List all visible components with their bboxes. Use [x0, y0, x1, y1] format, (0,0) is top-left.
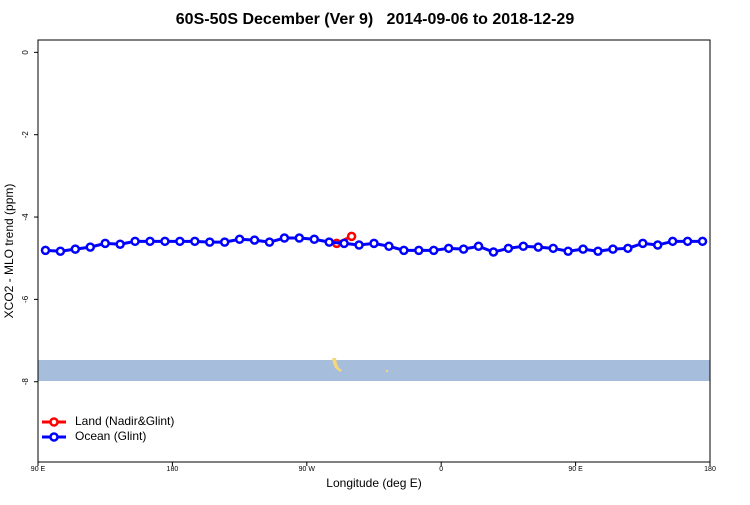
plot-frame: [37, 39, 711, 463]
data-point: [682, 236, 693, 247]
y-tick-label: -8: [21, 378, 30, 386]
data-point: [503, 243, 514, 254]
x-axis-label: Longitude (deg E): [326, 476, 421, 490]
data-point: [354, 240, 364, 250]
data-point: [145, 236, 155, 247]
map-strip: [38, 360, 710, 381]
x-tick-label: 90 W: [299, 466, 316, 473]
data-point: [533, 242, 544, 252]
data-point: [234, 234, 245, 245]
data-point: [384, 241, 394, 252]
land-patch: [386, 370, 388, 372]
data-point: [249, 235, 260, 245]
data-point: [638, 238, 648, 249]
data-point: [175, 236, 185, 247]
data-point: [667, 236, 678, 247]
data-point: [339, 238, 349, 249]
y-tick-label: -6: [21, 295, 30, 303]
data-point: [204, 237, 215, 247]
data-point: [100, 238, 110, 249]
y-tick-label: -2: [21, 131, 30, 139]
data-point: [473, 241, 484, 252]
data-point: [264, 237, 275, 247]
y-tick-label: 0: [21, 50, 30, 55]
data-point: [608, 244, 618, 254]
x-tick-label: 180: [167, 466, 179, 473]
data-point: [652, 240, 663, 250]
data-point: [593, 246, 603, 256]
data-point: [428, 245, 439, 256]
data-point: [623, 243, 633, 254]
data-point: [55, 246, 66, 256]
data-point: [160, 236, 170, 247]
data-point: [309, 234, 320, 245]
x-tick-label: 0: [439, 466, 443, 473]
chart-title: 60S-50S December (Ver 9) 2014-09-06 to 2…: [176, 11, 575, 28]
legend-marker: [49, 432, 59, 442]
data-point: [518, 241, 529, 252]
data-point: [40, 245, 51, 256]
data-point: [219, 237, 230, 247]
data-point: [294, 233, 305, 243]
data-point: [458, 244, 469, 254]
data-point: [190, 236, 200, 247]
data-point: [399, 245, 409, 256]
data-point: [85, 242, 96, 252]
data-point: [697, 236, 708, 247]
data-point: [130, 236, 140, 247]
data-point: [414, 245, 424, 256]
legend-label: Land (Nadir&Glint): [75, 414, 174, 428]
data-point: [115, 239, 125, 249]
data-point: [279, 233, 290, 243]
data-point: [563, 246, 573, 256]
x-tick-label: 90 E: [568, 466, 583, 473]
data-point: [548, 243, 558, 254]
data-point: [488, 247, 499, 257]
data-point: [369, 238, 379, 249]
legend-label: Ocean (Glint): [75, 429, 146, 443]
x-tick-label: 180: [704, 466, 716, 473]
data-point: [324, 237, 334, 247]
legend-marker: [49, 417, 59, 427]
data-point: [443, 243, 454, 254]
data-point: [578, 244, 588, 254]
data-point: [70, 244, 81, 254]
land-patch: [332, 358, 342, 372]
data-point: [346, 231, 357, 242]
y-tick-label: -4: [21, 213, 30, 221]
y-axis-label: XCO2 - MLO trend (ppm): [2, 184, 16, 319]
x-tick-label: 90 E: [31, 466, 46, 473]
